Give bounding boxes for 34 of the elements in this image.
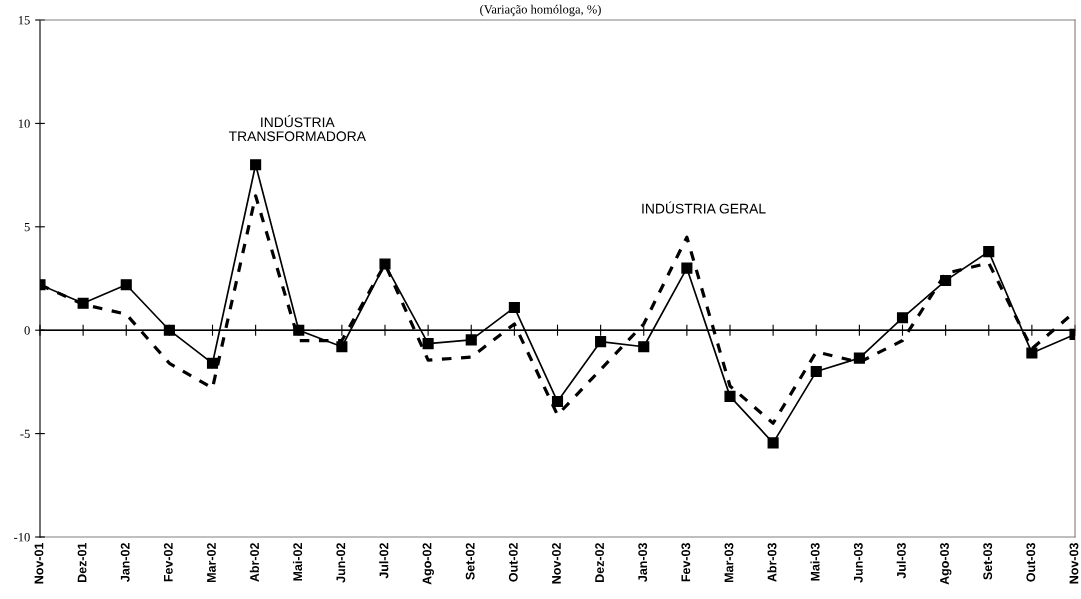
x-tick-label: Set-03 <box>983 543 993 580</box>
x-tick-label: Jul-03 <box>896 543 906 579</box>
x-tick-label: Dez-02 <box>595 543 604 583</box>
x-tick-label: Mar-02 <box>207 543 216 583</box>
x-tick-label: Nov-01 <box>34 542 44 584</box>
chart-title: (Variação homóloga, %) <box>480 4 601 17</box>
x-tick-label: Fev-02 <box>163 543 173 582</box>
x-tick-label: Abr-03 <box>767 543 777 582</box>
x-tick-label: Abr-02 <box>249 543 259 582</box>
x-tick-label: Jul-02 <box>379 543 389 579</box>
y-tick-label: 5 <box>24 222 30 232</box>
x-tick-label: Nov-02 <box>552 543 561 584</box>
y-tick-label: 15 <box>18 16 30 25</box>
x-tick-label: Jan-03 <box>638 543 648 582</box>
x-tick-label: Nov-03 <box>1069 543 1079 584</box>
x-tick-label: Out-03 <box>1026 543 1036 582</box>
x-tick-label: Fev-03 <box>681 543 691 582</box>
x-tick-label: Set-02 <box>465 543 475 580</box>
x-tick-label: Mai-02 <box>292 543 303 581</box>
y-tick-label: 0 <box>24 326 30 335</box>
y-tick-label: -10 <box>14 533 30 542</box>
x-tick-label: Dez-01 <box>77 542 87 583</box>
annotation: INDÚSTRIA GERAL <box>642 201 766 214</box>
x-tick-label: Ago-03 <box>940 543 952 585</box>
y-tick-label: -5 <box>20 429 30 439</box>
x-tick-label: Out-02 <box>508 543 518 582</box>
x-tick-label: Mar-03 <box>724 543 734 583</box>
annotation: INDÚSTRIA TRANSFORMADORA <box>228 115 366 142</box>
y-tick-label: 10 <box>18 119 30 128</box>
x-tick-label: Jan-02 <box>120 543 130 582</box>
x-tick-label: Mai-03 <box>810 543 820 581</box>
x-tick-label: Ago-02 <box>422 543 434 585</box>
x-tick-label: Jun-02 <box>336 543 346 583</box>
x-tick-label: Jun-03 <box>853 543 863 583</box>
